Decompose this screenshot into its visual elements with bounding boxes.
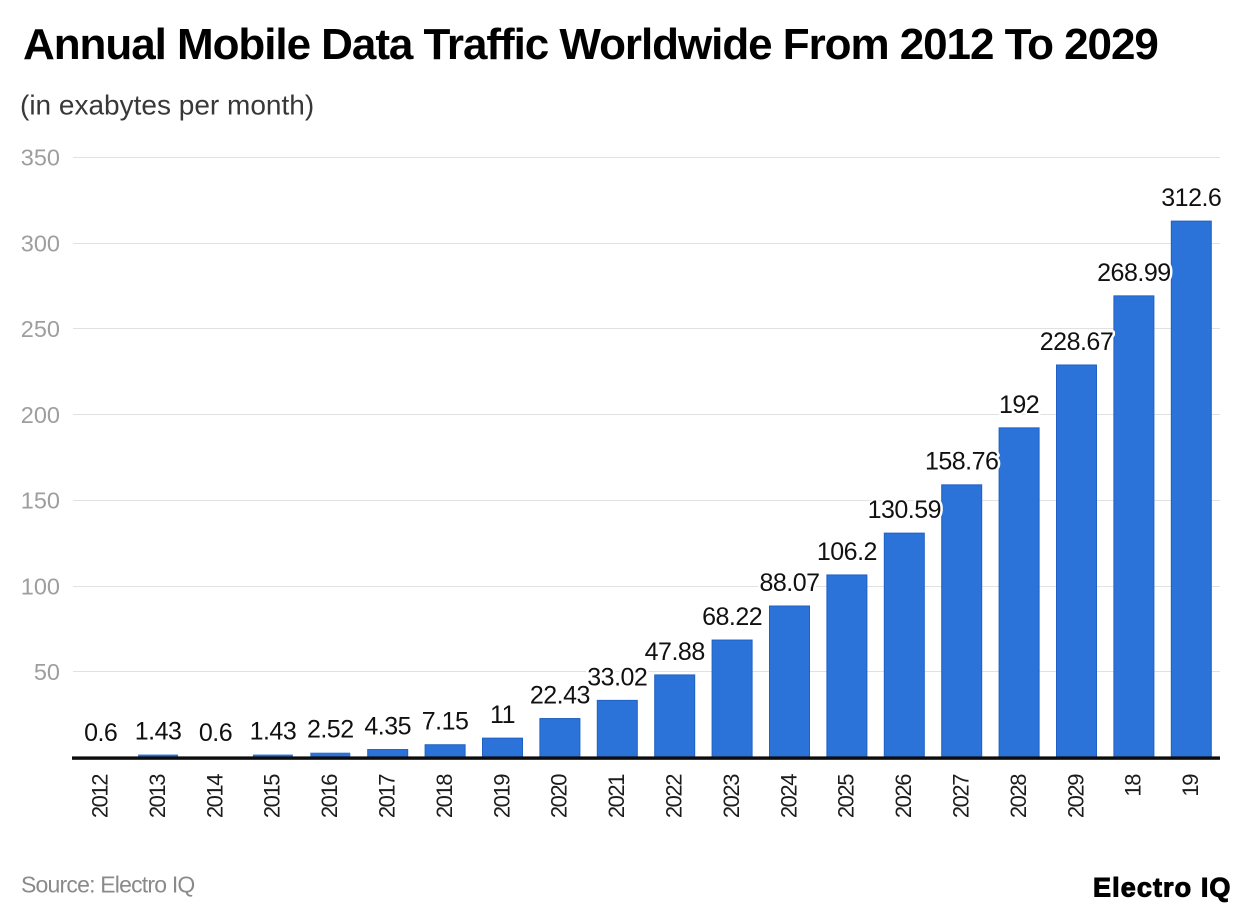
svg-text:2023: 2023 bbox=[719, 774, 744, 818]
svg-text:2026: 2026 bbox=[891, 774, 916, 818]
svg-text:Source: Electro IQ: Source: Electro IQ bbox=[21, 871, 195, 897]
svg-text:1.43: 1.43 bbox=[135, 717, 182, 745]
svg-text:68.22: 68.22 bbox=[702, 603, 762, 631]
svg-text:312.6: 312.6 bbox=[1161, 184, 1221, 212]
svg-text:2015: 2015 bbox=[260, 774, 285, 818]
svg-text:47.88: 47.88 bbox=[645, 638, 705, 666]
svg-text:268.99: 268.99 bbox=[1097, 259, 1170, 287]
svg-text:2025: 2025 bbox=[834, 774, 859, 818]
svg-text:1.43: 1.43 bbox=[250, 717, 297, 745]
svg-text:2020: 2020 bbox=[547, 774, 572, 818]
svg-text:7.15: 7.15 bbox=[422, 708, 469, 736]
svg-text:158.76: 158.76 bbox=[925, 448, 998, 476]
svg-text:4.35: 4.35 bbox=[364, 712, 411, 740]
svg-text:106.2: 106.2 bbox=[817, 538, 877, 566]
svg-text:50: 50 bbox=[34, 659, 60, 685]
svg-text:2.52: 2.52 bbox=[307, 716, 354, 744]
svg-text:Electro IQ: Electro IQ bbox=[1093, 873, 1232, 903]
svg-text:33.02: 33.02 bbox=[587, 663, 647, 691]
svg-text:228.67: 228.67 bbox=[1040, 328, 1113, 356]
svg-text:106.2: 106.2 bbox=[817, 538, 877, 566]
svg-text:11: 11 bbox=[490, 701, 515, 729]
svg-text:7.15: 7.15 bbox=[422, 708, 469, 736]
svg-text:1.43: 1.43 bbox=[250, 717, 297, 745]
svg-text:2019: 2019 bbox=[489, 774, 514, 818]
svg-text:47.88: 47.88 bbox=[645, 638, 705, 666]
svg-text:18: 18 bbox=[1121, 774, 1146, 797]
svg-text:2028: 2028 bbox=[1006, 774, 1031, 818]
svg-text:228.67: 228.67 bbox=[1040, 328, 1113, 356]
svg-text:2027: 2027 bbox=[949, 774, 974, 818]
svg-text:2016: 2016 bbox=[317, 774, 342, 818]
svg-text:(in exabytes per month): (in exabytes per month) bbox=[20, 90, 314, 121]
svg-text:150: 150 bbox=[21, 488, 60, 514]
svg-text:2021: 2021 bbox=[604, 774, 629, 818]
svg-text:33.02: 33.02 bbox=[587, 663, 647, 691]
svg-text:2.52: 2.52 bbox=[307, 716, 354, 744]
svg-text:19: 19 bbox=[1178, 774, 1203, 797]
svg-text:192: 192 bbox=[999, 391, 1039, 419]
svg-text:0.6: 0.6 bbox=[84, 719, 117, 747]
svg-text:68.22: 68.22 bbox=[702, 603, 762, 631]
svg-text:22.43: 22.43 bbox=[530, 681, 590, 709]
svg-text:300: 300 bbox=[21, 230, 60, 256]
svg-text:88.07: 88.07 bbox=[759, 569, 819, 597]
svg-text:4.35: 4.35 bbox=[364, 712, 411, 740]
svg-text:100: 100 bbox=[21, 573, 60, 599]
svg-text:2024: 2024 bbox=[776, 774, 801, 818]
svg-text:2012: 2012 bbox=[88, 774, 113, 818]
svg-text:0.6: 0.6 bbox=[199, 719, 232, 747]
svg-text:200: 200 bbox=[21, 402, 60, 428]
svg-text:158.76: 158.76 bbox=[925, 448, 998, 476]
svg-text:2018: 2018 bbox=[432, 774, 457, 818]
svg-text:0.6: 0.6 bbox=[199, 719, 232, 747]
svg-text:2014: 2014 bbox=[202, 774, 227, 818]
svg-text:0.6: 0.6 bbox=[84, 719, 117, 747]
svg-text:268.99: 268.99 bbox=[1097, 259, 1170, 287]
svg-text:88.07: 88.07 bbox=[759, 569, 819, 597]
svg-text:22.43: 22.43 bbox=[530, 681, 590, 709]
svg-text:Annual Mobile Data Traffic Wor: Annual Mobile Data Traffic Worldwide Fro… bbox=[23, 20, 1158, 69]
svg-text:250: 250 bbox=[21, 316, 60, 342]
svg-text:2013: 2013 bbox=[145, 774, 170, 818]
svg-text:1.43: 1.43 bbox=[135, 717, 182, 745]
svg-text:2022: 2022 bbox=[662, 774, 687, 818]
svg-text:130.59: 130.59 bbox=[868, 496, 941, 524]
svg-text:350: 350 bbox=[21, 145, 60, 171]
svg-text:192: 192 bbox=[999, 391, 1039, 419]
svg-text:2017: 2017 bbox=[375, 774, 400, 818]
svg-text:312.6: 312.6 bbox=[1161, 184, 1221, 212]
svg-text:11: 11 bbox=[490, 701, 515, 729]
svg-text:130.59: 130.59 bbox=[868, 496, 941, 524]
svg-text:2029: 2029 bbox=[1063, 774, 1088, 818]
